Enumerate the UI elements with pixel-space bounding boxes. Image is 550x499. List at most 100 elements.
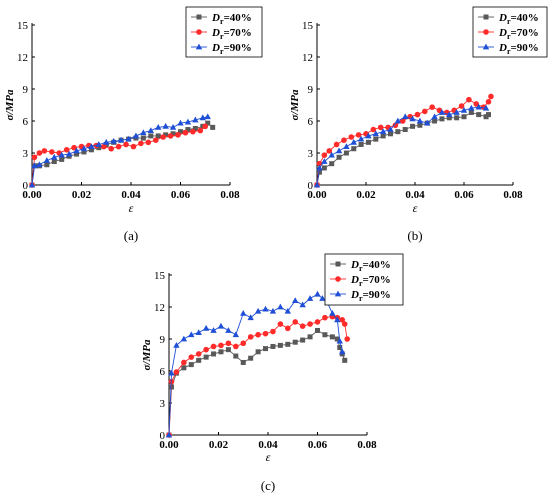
data-point — [192, 116, 199, 123]
data-point — [71, 144, 77, 151]
legend-marker — [483, 14, 489, 20]
data-point — [178, 129, 183, 135]
data-point — [255, 349, 261, 355]
y-tick-label: 0 — [23, 180, 29, 192]
data-point — [173, 342, 180, 348]
legend-marker — [196, 29, 202, 35]
legend-marker — [196, 14, 202, 20]
data-point — [95, 141, 103, 147]
series-line — [168, 329, 346, 436]
data-point — [263, 346, 269, 352]
x-tick-label: 0.08 — [220, 189, 240, 201]
data-point — [59, 156, 65, 162]
chart-panel-a: 0 3 6 9 12 15 0.00 0.02 0.04 0.06 0.08 σ/MPa ε (a) Dr=… — [4, 6, 263, 243]
data-point — [314, 319, 321, 325]
data-point — [147, 127, 154, 133]
data-point — [152, 137, 159, 143]
data-point — [240, 359, 246, 365]
chart-panel-c: 0 3 6 9 12 15 0.00 0.02 0.04 0.06 0.08 σ/MPa ε (c) Dr=… — [141, 253, 404, 493]
data-point — [196, 357, 202, 363]
data-point — [185, 127, 191, 133]
data-point — [329, 310, 336, 316]
data-point — [292, 339, 298, 345]
data-point — [402, 127, 408, 133]
data-point — [299, 323, 306, 330]
data-point — [277, 303, 284, 310]
series-triangle — [28, 113, 211, 188]
data-point — [357, 135, 365, 142]
data-point — [205, 120, 211, 126]
data-point — [373, 136, 379, 142]
data-point — [399, 118, 406, 124]
data-point — [167, 133, 174, 139]
x-tick-label: 0.06 — [308, 439, 328, 451]
series-triangle — [313, 103, 490, 188]
data-point — [31, 162, 38, 169]
data-point — [182, 129, 189, 136]
data-point — [355, 132, 362, 138]
data-point — [341, 321, 348, 327]
legend-label: Dr=70% — [211, 27, 252, 41]
data-point — [284, 307, 291, 314]
data-point — [336, 154, 342, 160]
data-point — [339, 348, 346, 355]
data-point — [145, 139, 152, 146]
data-point — [292, 319, 299, 325]
data-point — [416, 117, 424, 124]
y-tick-label: 12 — [17, 52, 28, 64]
data-point — [322, 332, 328, 338]
data-point — [255, 331, 261, 338]
legend-label: Dr=70% — [498, 27, 539, 41]
data-point — [339, 317, 346, 323]
panel-caption: (c) — [261, 478, 275, 493]
legend: Dr=40%Dr=70%Dr=90% — [472, 6, 548, 58]
data-point — [446, 111, 453, 117]
data-point — [429, 104, 435, 110]
data-point — [316, 169, 322, 175]
data-point — [202, 123, 209, 130]
data-point — [240, 310, 247, 316]
data-point — [202, 324, 210, 331]
data-point — [306, 295, 314, 301]
y-tick-label: 0 — [308, 180, 314, 192]
data-point — [348, 134, 355, 140]
data-point — [247, 334, 254, 340]
data-point — [88, 147, 94, 153]
data-point — [380, 133, 386, 139]
data-point — [387, 126, 394, 132]
data-point — [130, 143, 137, 150]
data-point — [148, 133, 154, 139]
data-point — [117, 136, 125, 143]
data-point — [358, 141, 364, 147]
y-axis-label: σ/MPa — [4, 89, 16, 120]
legend-label: Dr=40% — [350, 259, 391, 273]
data-point — [277, 342, 283, 348]
y-tick-label: 15 — [302, 20, 314, 32]
y-tick-label: 9 — [160, 334, 166, 346]
data-point — [482, 104, 490, 111]
data-point — [377, 124, 384, 131]
data-point — [232, 331, 240, 338]
data-point — [108, 145, 114, 152]
legend-label: Dr=40% — [498, 12, 539, 26]
data-point — [335, 147, 343, 154]
data-point — [63, 147, 70, 153]
data-point — [36, 161, 43, 168]
legend-label: Dr=90% — [350, 289, 391, 303]
x-tick-label: 0.06 — [454, 189, 474, 201]
data-point — [138, 140, 144, 147]
data-point — [333, 141, 340, 148]
data-point — [402, 113, 409, 120]
chart-panel-b: 0 3 6 9 12 15 0.00 0.02 0.04 0.06 0.08 σ/MPa ε (b) Dr=… — [289, 6, 548, 243]
data-point — [225, 327, 232, 333]
data-point — [240, 340, 247, 347]
y-tick-label: 3 — [23, 148, 29, 160]
legend-marker — [483, 29, 489, 35]
data-point — [316, 164, 323, 171]
legend-marker — [195, 43, 203, 50]
data-point — [372, 130, 379, 137]
data-point — [170, 131, 176, 137]
data-point — [485, 99, 492, 105]
data-point — [270, 328, 276, 335]
data-point — [210, 327, 217, 333]
